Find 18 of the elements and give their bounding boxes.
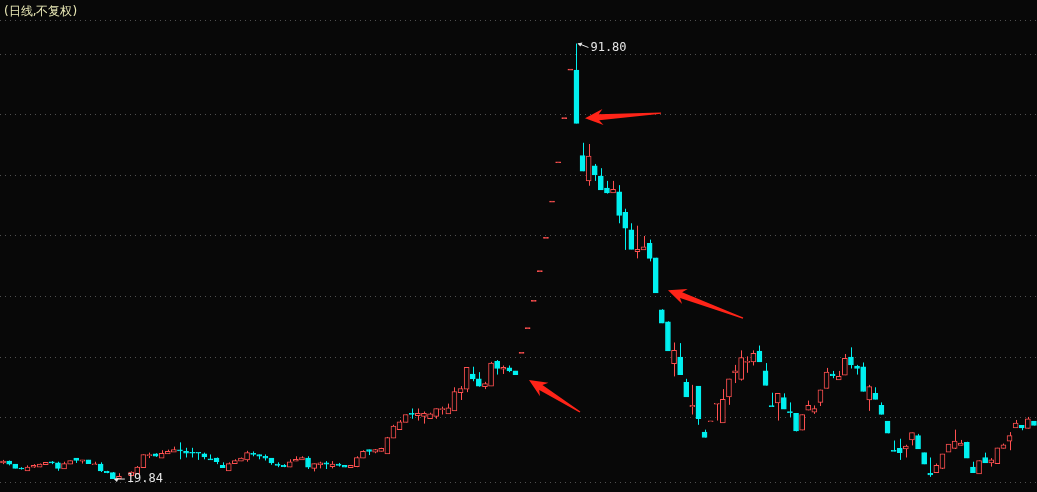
candlestick bbox=[616, 184, 622, 224]
annotation: 19.84 bbox=[126, 471, 163, 486]
candlestick bbox=[860, 361, 866, 393]
candlestick bbox=[622, 208, 629, 251]
candlestick bbox=[726, 378, 732, 406]
candlestick bbox=[866, 384, 873, 412]
candlestick bbox=[683, 378, 690, 398]
candlestick bbox=[177, 441, 183, 460]
candlestick bbox=[720, 388, 726, 424]
chart-title: (日线,不复权) bbox=[4, 3, 78, 20]
annotation: 91.80 bbox=[590, 39, 627, 54]
candlestick bbox=[598, 167, 604, 191]
candlestick bbox=[671, 342, 677, 377]
candlestick bbox=[848, 346, 854, 370]
candlestick bbox=[738, 349, 744, 382]
candlestick bbox=[677, 342, 683, 376]
candlestick bbox=[488, 361, 494, 387]
candlestick bbox=[18, 466, 25, 471]
